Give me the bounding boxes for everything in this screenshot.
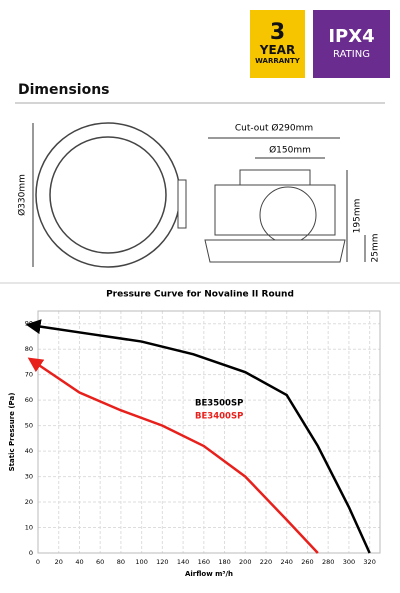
x-tick-label: 180 xyxy=(218,558,230,566)
dim-label: Ø150mm xyxy=(269,145,311,156)
y-tick-label: 70 xyxy=(25,371,33,379)
y-tick-label: 90 xyxy=(25,320,33,328)
y-axis-label: Static Pressure (Pa) xyxy=(8,393,16,472)
chart-title: Pressure Curve for Novaline II Round xyxy=(106,290,294,300)
y-tick-label: 30 xyxy=(25,473,33,481)
y-tick-label: 20 xyxy=(25,498,33,506)
section-heading: Dimensions xyxy=(18,82,110,98)
x-tick-label: 120 xyxy=(156,558,168,566)
chart: Pressure Curve for Novaline II Round 0 10… xyxy=(8,290,381,578)
x-axis-label: Airflow m³/h xyxy=(185,570,233,578)
badge-text: YEAR xyxy=(259,43,296,57)
y-tick-label: 80 xyxy=(25,345,33,353)
series-line xyxy=(25,319,371,554)
badge-text: RATING xyxy=(333,49,370,60)
x-tick-label: 40 xyxy=(75,558,83,566)
outline xyxy=(177,179,187,229)
dim-label: Ø330mm xyxy=(17,174,28,216)
plot-frame xyxy=(37,310,381,554)
x-tick-label: 200 xyxy=(239,558,251,566)
x-tick-label: 140 xyxy=(177,558,189,566)
outline xyxy=(204,239,346,263)
outline xyxy=(214,184,336,236)
x-tick-label: 220 xyxy=(260,558,272,566)
x-tick-label: 300 xyxy=(343,558,355,566)
badge-number: 3 xyxy=(269,20,286,45)
x-tick-label: 280 xyxy=(322,558,334,566)
x-tick-label: 0 xyxy=(36,558,40,566)
outline xyxy=(49,136,167,254)
x-tick-label: 20 xyxy=(55,558,63,566)
x-tick-label: 260 xyxy=(301,558,313,566)
rating-badge: IPX4 RATING xyxy=(313,10,390,78)
dim-label: 25mm xyxy=(371,234,381,263)
series-line xyxy=(27,357,319,554)
y-tick-label: 60 xyxy=(25,396,33,404)
x-tick-label: 60 xyxy=(96,558,104,566)
outline xyxy=(239,169,311,187)
dim-label: 195mm xyxy=(353,199,363,234)
legend-label: BE3500SP xyxy=(195,399,243,409)
outline xyxy=(35,122,181,268)
badge-title: IPX4 xyxy=(328,26,375,47)
y-tick-label: 0 xyxy=(29,549,33,557)
legend-label: BE3400SP xyxy=(195,412,243,422)
dimension-drawing: Ø330mm Cut-out Ø290mm Ø150mm 195mm 25mm xyxy=(0,102,400,284)
y-tick-label: 40 xyxy=(25,447,33,455)
dim-label: Cut-out Ø290mm xyxy=(235,123,313,134)
y-tick-label: 50 xyxy=(25,422,33,430)
x-tick-label: 320 xyxy=(363,558,375,566)
x-tick-label: 100 xyxy=(135,558,147,566)
x-tick-label: 240 xyxy=(281,558,293,566)
warranty-badge: 3 YEAR WARRANTY xyxy=(250,10,305,78)
y-tick-label: 10 xyxy=(25,524,33,532)
badge-text: WARRANTY xyxy=(255,57,300,65)
x-tick-label: 80 xyxy=(117,558,125,566)
x-tick-label: 160 xyxy=(198,558,210,566)
